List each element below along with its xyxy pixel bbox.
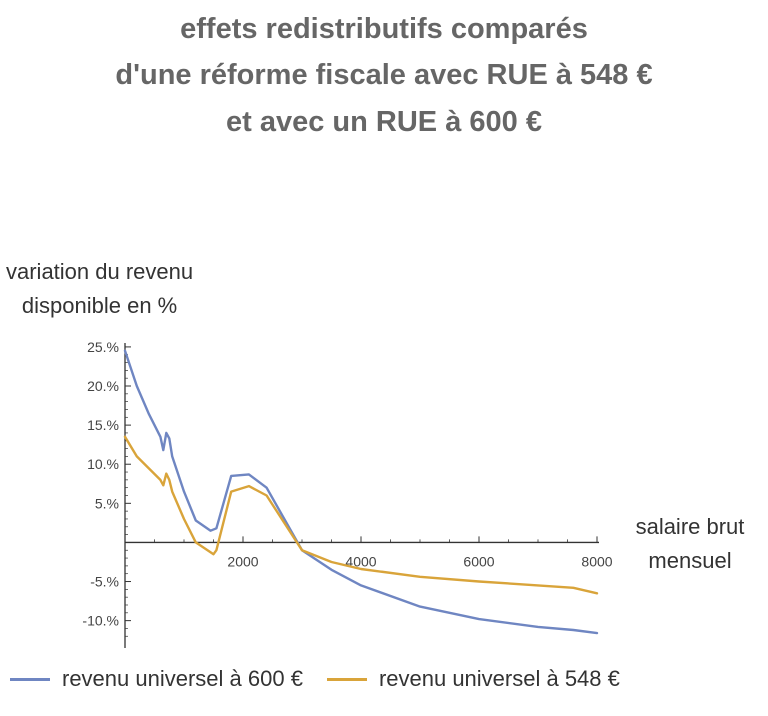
x-tick-label-8000: 8000 [581, 553, 612, 569]
y-tick-label-3: 10.% [87, 456, 119, 472]
legend-swatch-rue600 [10, 677, 50, 681]
y-tick-label-2: 5.% [95, 495, 119, 511]
series-line-1 [123, 435, 599, 595]
legend-label-rue600: revenu universel à 600 € [62, 666, 303, 691]
chart-title: effets redistributifs comparés d'une réf… [0, 6, 768, 145]
x-axis-label-line-1: salaire brut [635, 514, 745, 539]
series-line-0 [123, 349, 599, 635]
legend-swatch-rue548 [326, 677, 367, 681]
y-axis-label-line-1: variation du revenu [6, 259, 194, 284]
y-tick-label-1: -5.% [90, 574, 119, 590]
x-axis-label-line-2: mensuel [648, 548, 732, 574]
y-tick-label-0: -10.% [82, 613, 119, 629]
y-tick-label-6: 25.% [87, 339, 119, 355]
legend-label-rue548: revenu universel à 548 € [378, 666, 620, 691]
chart-title-line-3: et avec un RUE à 600 € [226, 105, 542, 138]
x-tick-label-2000: 2000 [227, 553, 258, 569]
legend-item-rue548: revenu universel à 548 € [326, 666, 620, 692]
y-tick-label-4: 15.% [87, 417, 119, 433]
x-tick-label-6000: 6000 [463, 553, 494, 569]
y-tick-label-5: 20.% [87, 378, 119, 394]
chart-title-line-1: effets redistributifs comparés [180, 13, 588, 45]
y-axis-label: variation du revenu disponible en % [6, 255, 193, 323]
x-axis-label: salaire brut mensuel [620, 510, 760, 578]
chart-title-line-2: d'une réforme fiscale avec RUE à 548 € [115, 59, 653, 92]
legend: revenu universel à 600 € revenu universe… [10, 666, 644, 692]
x-tick-label-4000: 4000 [345, 553, 376, 569]
y-axis-label-line-2: disponible en % [21, 293, 178, 319]
legend-item-rue600: revenu universel à 600 € [10, 666, 303, 692]
